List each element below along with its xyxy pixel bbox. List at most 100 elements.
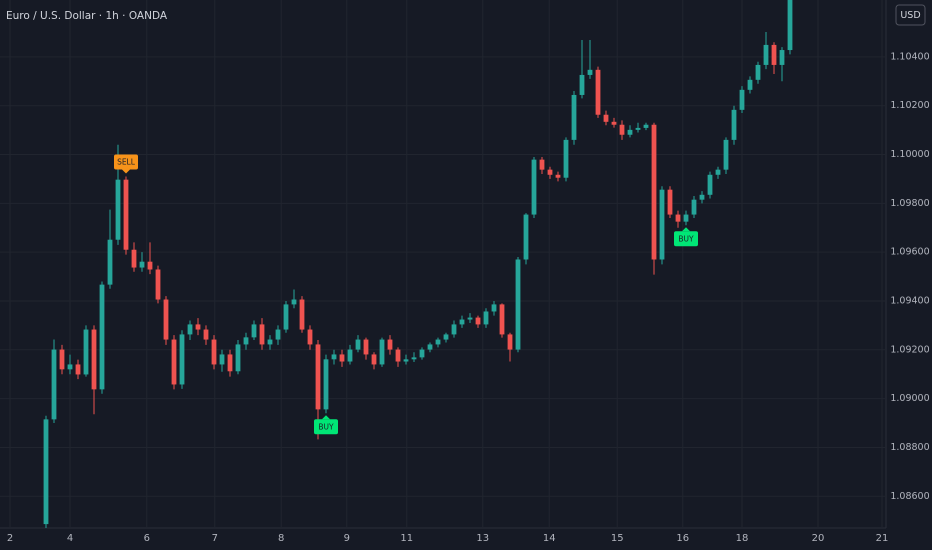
- candle-body: [763, 44, 769, 65]
- y-tick-label: 1.10400: [890, 51, 929, 62]
- candle-body: [323, 359, 329, 410]
- x-tick-label: 15: [611, 533, 624, 544]
- candle-body: [483, 311, 489, 325]
- candle-body: [627, 129, 633, 135]
- y-tick-label: 1.10200: [890, 100, 929, 111]
- candle-body: [131, 249, 137, 268]
- y-tick-label: 1.09600: [890, 247, 929, 258]
- candle-body: [267, 339, 273, 345]
- candle-body: [307, 329, 313, 345]
- candle-body: [555, 174, 561, 178]
- candle-body: [251, 324, 257, 338]
- candle-body: [723, 139, 729, 170]
- candle-body: [515, 259, 521, 350]
- signal-label: BUY: [678, 234, 694, 243]
- signal-marker: SELL: [114, 154, 138, 174]
- candle-body: [147, 261, 153, 270]
- y-tick-label: 1.10000: [890, 149, 929, 160]
- candle-body: [235, 344, 241, 372]
- candle-body: [347, 349, 353, 362]
- candle-body: [283, 304, 289, 330]
- candle-body: [779, 50, 785, 65]
- candle-body: [227, 354, 233, 372]
- y-tick-label: 1.09800: [890, 198, 929, 209]
- candle-body: [747, 79, 753, 90]
- candle-body: [171, 339, 177, 385]
- candle-body: [491, 304, 497, 312]
- x-tick-label: 18: [736, 533, 749, 544]
- candle-body: [139, 261, 145, 268]
- candle-body: [619, 124, 625, 135]
- annotations: SELL BUY BUY: [114, 154, 698, 435]
- candle-body: [107, 239, 113, 285]
- candle-body: [219, 354, 225, 365]
- candle-body: [739, 89, 745, 110]
- candle-body: [787, 0, 793, 51]
- signal-box: [674, 231, 698, 247]
- candle-body: [211, 339, 217, 365]
- signal-marker: BUY: [674, 227, 698, 247]
- candle-body: [339, 354, 345, 362]
- candle-body: [667, 189, 673, 215]
- candle-body: [707, 174, 713, 195]
- candle-body: [275, 329, 281, 340]
- candle-body: [75, 364, 81, 375]
- candle-body: [587, 69, 593, 75]
- candle-body: [259, 324, 265, 345]
- signal-pointer: [682, 227, 690, 232]
- x-tick-label: 9: [344, 533, 350, 544]
- x-tick-label: 6: [144, 533, 150, 544]
- candle-body: [499, 304, 505, 335]
- candle-body: [467, 317, 473, 320]
- candle-body: [683, 214, 689, 222]
- chart-title: Euro / U.S. Dollar · 1h · OANDA: [6, 10, 168, 22]
- candle-body: [179, 334, 185, 385]
- candle-body: [123, 179, 129, 250]
- candle-body: [443, 334, 449, 340]
- candle-body: [355, 339, 361, 350]
- x-tick-label: 7: [212, 533, 218, 544]
- candle-body: [771, 44, 777, 65]
- candle-body: [411, 357, 417, 360]
- y-tick-label: 1.09200: [890, 344, 929, 355]
- candle-body: [715, 169, 721, 175]
- candle-body: [363, 339, 369, 355]
- candle-body: [691, 199, 697, 215]
- x-tick-label: 11: [400, 533, 413, 544]
- x-tick-label: 14: [543, 533, 556, 544]
- y-tick-label: 1.08800: [890, 442, 929, 453]
- candle-body: [115, 179, 121, 240]
- x-tick-label: 21: [876, 533, 889, 544]
- signal-box: [314, 419, 338, 435]
- signal-label: SELL: [117, 157, 136, 166]
- candle-body: [203, 329, 209, 340]
- candle-body: [299, 299, 305, 330]
- candle-body: [531, 159, 537, 215]
- candle-body: [635, 127, 641, 130]
- candle-body: [59, 349, 65, 370]
- axes: 1.08600 1.08800 1.09000 1.09200 1.09400 1.096…: [7, 51, 930, 544]
- candles: [43, 0, 793, 528]
- candle-body: [243, 337, 249, 345]
- candle-body: [195, 324, 201, 330]
- candle-body: [523, 214, 529, 260]
- candle-body: [675, 214, 681, 222]
- currency-label[interactable]: USD: [900, 10, 920, 21]
- candle-body: [163, 299, 169, 340]
- currency-button[interactable]: [895, 4, 926, 26]
- candle-body: [187, 324, 193, 335]
- candle-body: [371, 354, 377, 365]
- candle-body: [475, 317, 481, 325]
- x-tick-label: 16: [676, 533, 689, 544]
- candle-body: [507, 334, 513, 350]
- y-tick-label: 1.08600: [890, 491, 929, 502]
- candle-body: [755, 64, 761, 80]
- x-tick-label: 4: [67, 533, 73, 544]
- candle-body: [331, 354, 337, 360]
- candle-body: [595, 69, 601, 115]
- candle-body: [563, 139, 569, 178]
- candle-body: [611, 121, 617, 125]
